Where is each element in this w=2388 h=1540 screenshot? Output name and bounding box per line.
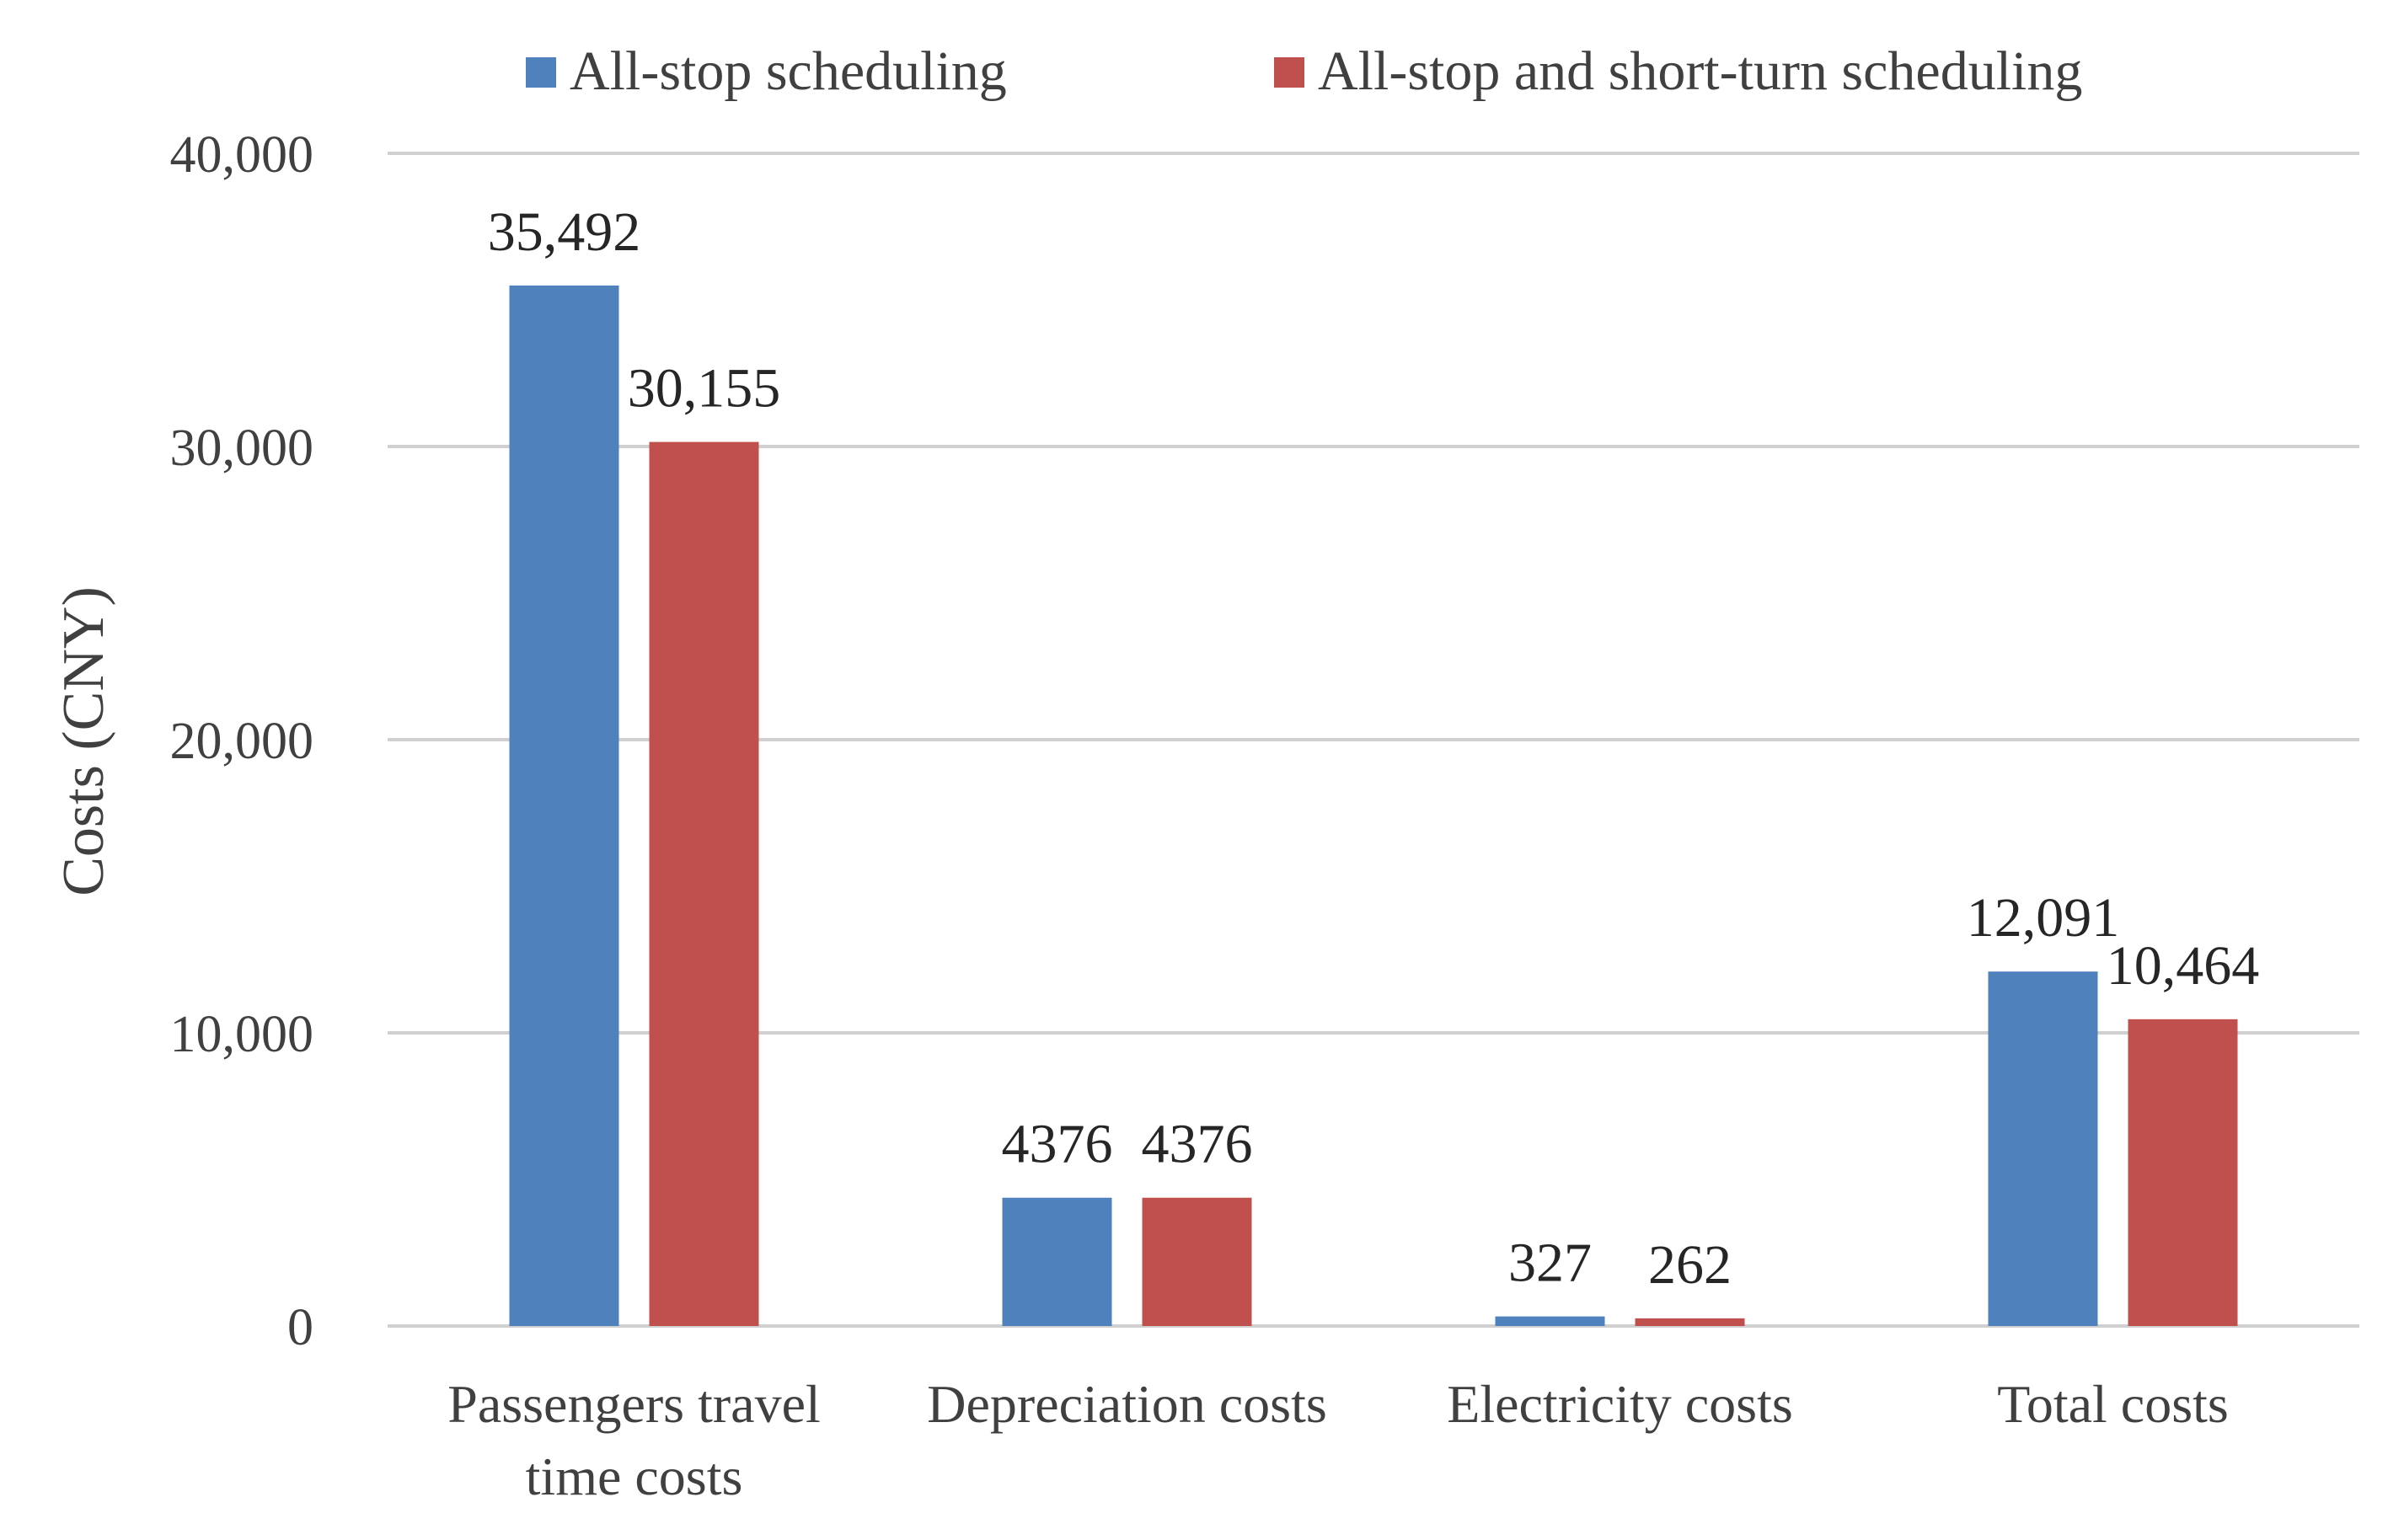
data-label: 12,091 [1967, 887, 2120, 949]
x-tick-label: time costs [526, 1446, 743, 1506]
y-axis-ticks: 0 10,000 20,000 30,000 40,000 [170, 126, 314, 1356]
legend-label: All-stop scheduling [570, 40, 1007, 102]
data-label: 4376 [1002, 1114, 1113, 1175]
legend-swatch [526, 57, 556, 88]
x-tick-label: Passengers travel [447, 1374, 821, 1434]
x-tick-label: Electricity costs [1447, 1374, 1793, 1434]
y-tick-label: 0 [287, 1299, 313, 1356]
data-label: 4376 [1142, 1114, 1253, 1175]
x-axis-categories: Passengers travel time costs Depreciation … [447, 1374, 2229, 1506]
bar [1635, 1318, 1745, 1326]
data-label: 327 [1508, 1233, 1592, 1294]
bar [1988, 971, 2098, 1326]
bars [509, 285, 2238, 1327]
bar [2128, 1019, 2238, 1326]
data-label: 10,464 [2107, 935, 2260, 997]
legend-swatch [1274, 57, 1304, 88]
y-tick-label: 30,000 [170, 420, 314, 477]
legend-label: All-stop and short-turn scheduling [1318, 40, 2082, 102]
legend: All-stop scheduling All-stop and short-tu… [526, 40, 2082, 102]
x-tick-label: Depreciation costs [927, 1374, 1327, 1434]
x-tick-label: Total costs [1997, 1374, 2229, 1434]
bar [1142, 1197, 1252, 1326]
data-label: 262 [1648, 1234, 1732, 1296]
y-tick-label: 20,000 [170, 713, 314, 770]
y-axis-title: Costs (CNY) [51, 586, 116, 896]
data-label: 30,155 [628, 358, 781, 420]
bar [649, 441, 759, 1327]
bar [1002, 1197, 1112, 1326]
y-tick-label: 10,000 [170, 1006, 314, 1063]
y-tick-label: 40,000 [170, 126, 314, 184]
bar [1495, 1316, 1605, 1326]
bar [509, 285, 619, 1326]
data-label: 35,492 [488, 201, 641, 263]
